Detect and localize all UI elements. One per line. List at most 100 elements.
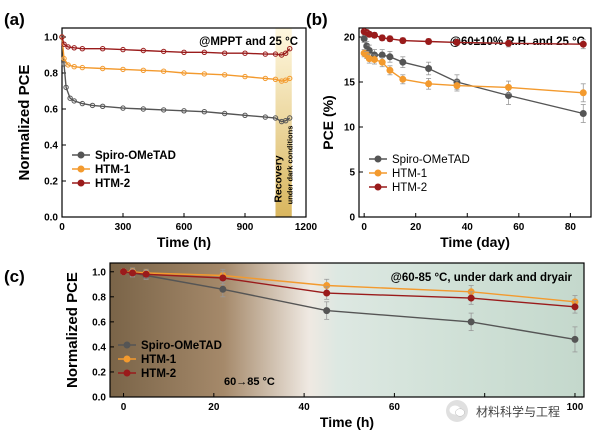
- panel-b-xtick-label: 60: [513, 222, 525, 233]
- panel-a-series-spiro-ometad-line: [61, 36, 291, 123]
- panel-b-series-spiro-ometad-point: [425, 65, 433, 72]
- panel-c-legend-spiro-ometad-swatch-marker: [123, 341, 131, 349]
- panel-b-series-htm-1-point: [386, 66, 394, 74]
- panel-c-legend-spiro-ometad-label: Spiro-OMeTAD: [141, 340, 222, 352]
- panel-a-series-htm-2-point: [282, 50, 289, 56]
- panel-b-series-spiro-ometad-point: [378, 51, 386, 59]
- panel-b-xtick-label: 20: [410, 222, 422, 233]
- panel-a-series-htm-2-point: [262, 51, 269, 57]
- panel-a-series-htm-1-point: [201, 71, 208, 77]
- panel-a-series-htm-1-point: [140, 67, 147, 74]
- panel-b-xtick-label: 80: [565, 222, 577, 233]
- panel-a-legend-htm-1-swatch-marker: [77, 165, 85, 173]
- panel-a-series-spiro-ometad-point: [89, 102, 96, 109]
- panel-a-series-spiro-ometad-point: [287, 115, 293, 121]
- panel-a-xtick-label: 0: [59, 222, 65, 233]
- panel-a-series-htm-1-point: [61, 55, 67, 62]
- panel-a-series-htm-2-point: [61, 41, 67, 47]
- panel-b-legend-spiro-ometad-label: Spiro-OMeTAD: [392, 154, 470, 166]
- panel-a-xtick-label: 600: [176, 222, 193, 233]
- panel-c-series-htm-2-point: [467, 294, 475, 302]
- panel-a-panel-label: (a): [4, 10, 25, 29]
- panel-a-series-spiro-ometad-point: [79, 100, 86, 107]
- panel-a-legend-spiro-ometad-label: Spiro-OMeTAD: [95, 150, 176, 162]
- panel-b-series-htm-1-point: [378, 58, 386, 66]
- panel-b-series-spiro-ometad-point: [386, 53, 394, 61]
- panel-a-ylabel: Normalized PCE: [16, 65, 33, 181]
- panel-b-ylabel: PCE (%): [320, 95, 336, 149]
- panel-a-series-htm-1-point: [120, 66, 126, 73]
- panel-b-series-htm-1-point: [505, 83, 513, 91]
- panel-c-ytick-label: 0.4: [92, 342, 106, 353]
- panel-c-series-spiro-ometad-point: [467, 318, 475, 326]
- panel-b-series-htm-2-point: [386, 35, 394, 43]
- panel-a-recovery-sublabel: under dark conditions: [286, 126, 295, 205]
- panel-c-legend-htm-1-swatch-marker: [123, 355, 131, 363]
- panel-a-series-htm-2-point: [120, 46, 126, 53]
- panel-a-series-htm-1-point: [242, 73, 248, 80]
- panel-b-ytick-label: 15: [344, 78, 356, 89]
- panel-b-series-htm-1-point: [370, 56, 378, 63]
- panel-a-series-htm-2-point: [201, 49, 208, 55]
- panel-c-panel-label: (c): [4, 267, 25, 286]
- panel-b-series-spiro-ometad-point: [360, 35, 368, 43]
- panel-b-ytick-label: 20: [344, 33, 356, 44]
- panel-a-series-htm-2-point: [287, 46, 293, 52]
- panel-c-ytick-label: 0.2: [92, 367, 106, 378]
- panel-b-legend-spiro-ometad-swatch-marker: [374, 155, 382, 163]
- panel-c-temperature-label: 60→85 °C: [224, 376, 275, 388]
- panel-b-legend-htm-2-swatch-marker: [374, 183, 382, 191]
- panel-a-series-spiro-ometad-point: [282, 118, 289, 124]
- panel-c-xlabel: Time (h): [320, 414, 374, 430]
- panel-c-xtick-label: 40: [299, 402, 311, 413]
- panel-c-legend-htm-1-label: HTM-1: [141, 354, 177, 366]
- panel-a-ytick-label: 0.8: [44, 69, 58, 80]
- panel-b-series-htm-2-point: [378, 34, 386, 42]
- panel-a-xtick-label: 900: [237, 222, 254, 233]
- panel-a-series-spiro-ometad-point: [221, 110, 228, 117]
- wechat-icon: [446, 400, 468, 422]
- panel-a-series-htm-1-point: [71, 64, 77, 70]
- panel-a-series-htm-2-point: [99, 46, 106, 52]
- panel-c-ylabel: Normalized PCE: [64, 272, 81, 388]
- panel-a-xlabel: Time (h): [157, 234, 211, 250]
- panel-a-annotation: @MPPT and 25 °C: [199, 36, 298, 48]
- panel-a-series-spiro-ometad-point: [181, 108, 187, 114]
- panel-b-ytick-label: 10: [344, 123, 356, 134]
- panel-c-ytick-label: 0.6: [92, 317, 106, 328]
- panel-b-ytick-label: 5: [349, 168, 355, 179]
- panel-a-series-htm-2-point: [242, 50, 248, 56]
- panel-a-legend-htm-2-label: HTM-2: [95, 178, 130, 190]
- panel-a-series-htm-1-point: [272, 76, 279, 83]
- panel-c-ytick-label: 1.0: [92, 267, 106, 278]
- panel-a-series-spiro-ometad-point: [242, 112, 248, 119]
- panel-b-annotation: @60±10% R.H. and 25 °C: [450, 36, 585, 48]
- panel-c-background-gradient: [110, 263, 584, 397]
- panel-a-series-htm-2-point: [272, 51, 279, 57]
- panel-b-series-htm-1-point: [453, 82, 461, 90]
- panel-a-series-spiro-ometad-point: [201, 109, 208, 115]
- panel-c-series-htm-2-point: [323, 289, 331, 297]
- panel-c-ytick-label: 0.8: [92, 292, 106, 303]
- panel-a-series-spiro-ometad-point: [272, 115, 279, 121]
- panel-a-ytick-label: 0.6: [44, 105, 58, 116]
- panel-a-ytick-label: 0.2: [44, 177, 58, 188]
- panel-c-annotation: @60-85 °C, under dark and dryair: [391, 272, 573, 284]
- panel-a-series-htm-2-point: [160, 48, 167, 55]
- panel-c-legend-htm-2-label: HTM-2: [141, 368, 176, 380]
- panel-c-ytick-label: 0.0: [92, 393, 106, 404]
- panel-b-series-htm-2-point: [579, 40, 587, 48]
- panel-a-series-htm-1-point: [221, 72, 228, 78]
- panel-a-series-htm-1-point: [79, 64, 86, 71]
- panel-a-series-spiro-ometad-point: [71, 98, 77, 104]
- panel-a-series-htm-1-point: [181, 70, 187, 76]
- panel-b-series-htm-2-point: [425, 38, 433, 45]
- panel-a-legend-spiro-ometad-swatch-marker: [77, 151, 85, 159]
- panel-a-ytick-label: 0.0: [44, 213, 58, 224]
- panel-c-xtick-label: 0: [121, 402, 127, 413]
- panel-a-series-spiro-ometad-point: [67, 95, 73, 101]
- panel-b-axes-frame: [358, 27, 592, 218]
- panel-a-series-htm-2-line: [61, 36, 291, 56]
- panel-a-legend-htm-1-label: HTM-1: [95, 164, 131, 176]
- panel-c-series-htm-2-point: [120, 268, 128, 276]
